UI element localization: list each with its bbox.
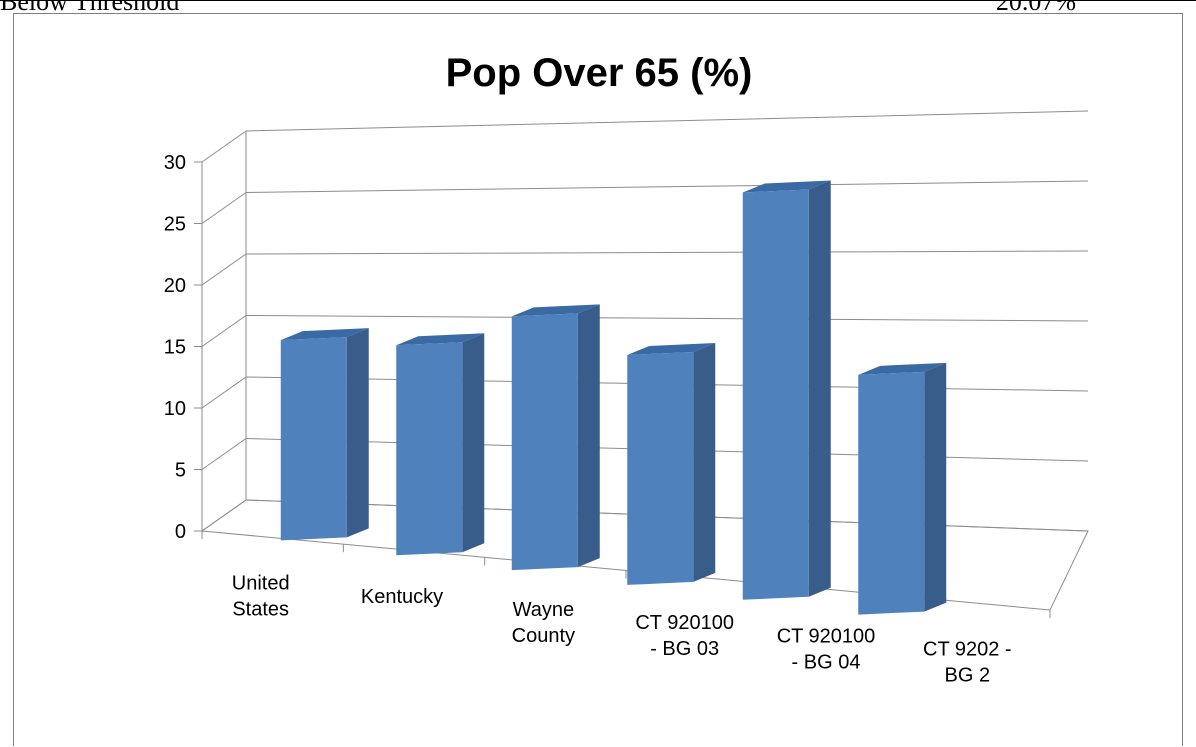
- side-gridline: [201, 376, 247, 409]
- side-gridline: [201, 438, 247, 470]
- x-category-label-line: - BG 03: [650, 638, 719, 660]
- y-tick-label: 10: [164, 398, 186, 420]
- bar-front-face: [858, 371, 925, 615]
- bar-side-face: [693, 342, 716, 582]
- y-tick-label: 25: [164, 214, 186, 236]
- bar-side-face: [346, 328, 369, 538]
- side-gridline: [201, 192, 247, 224]
- bar: [627, 342, 716, 585]
- x-category-label-line: - BG 04: [792, 651, 861, 673]
- bar-side-face: [808, 180, 831, 597]
- x-category-label-line: CT 920100: [777, 625, 876, 647]
- bar-front-face: [742, 189, 809, 600]
- x-category-label: United States: [232, 573, 290, 621]
- x-category-label-line: CT 920100: [635, 612, 734, 634]
- bar-front-face: [280, 337, 347, 541]
- x-category-label-line: BG 2: [945, 664, 991, 686]
- y-tick-label: 5: [175, 460, 186, 482]
- x-axis-categories: United States Kentucky Wayne County CT 920100…: [232, 573, 1012, 687]
- x-category-label-line: Wayne: [513, 599, 575, 621]
- x-category-label: Kentucky: [361, 586, 443, 608]
- x-category-label: CT 920100 - BG 04: [777, 625, 876, 673]
- side-gridline: [201, 315, 247, 347]
- side-gridline: [201, 499, 247, 532]
- x-category-label-line: CT 9202 -: [923, 638, 1012, 660]
- x-category-label-line: United: [232, 573, 290, 595]
- bar: [511, 304, 600, 571]
- bar-front-face: [396, 342, 463, 556]
- header-left-text: Below Threshold: [0, 0, 180, 16]
- bar-side-face: [577, 304, 600, 568]
- back-gridline: [245, 315, 1089, 322]
- chart-title: Pop Over 65 (%): [446, 51, 753, 95]
- bar: [396, 333, 485, 556]
- bar-front-face: [511, 313, 578, 571]
- y-tick-label: 15: [164, 337, 186, 359]
- side-gridline: [201, 130, 247, 163]
- chart-svg: Pop Over 65 (%) 0 5 10 15 20 25 30 United State…: [164, 51, 1089, 687]
- x-category-label: Wayne County: [512, 599, 575, 647]
- chart-area: Pop Over 65 (%) 0 5 10 15 20 25 30 United State…: [13, 13, 1183, 746]
- back-gridline: [245, 250, 1089, 255]
- x-category-label-line: Kentucky: [361, 586, 443, 608]
- header-right-text: 20.07%: [995, 0, 1076, 16]
- bar-front-face: [627, 351, 694, 585]
- y-tick-label: 20: [164, 275, 186, 297]
- y-tick-label: 30: [164, 152, 186, 174]
- side-gridline: [201, 253, 247, 286]
- bar-side-face: [924, 362, 947, 612]
- bar-side-face: [462, 333, 485, 553]
- y-tick-label: 0: [175, 521, 186, 543]
- x-category-label-line: County: [512, 625, 575, 647]
- x-category-label-line: States: [232, 599, 289, 621]
- x-category-label: CT 9202 - BG 2: [923, 638, 1012, 686]
- x-category-label: CT 920100 - BG 03: [635, 612, 734, 660]
- bar: [858, 362, 947, 615]
- y-axis-ticks: 0 5 10 15 20 25 30: [164, 152, 186, 543]
- back-gridline: [245, 180, 1089, 193]
- back-gridline: [245, 110, 1089, 132]
- bar: [742, 180, 831, 600]
- bars: [280, 180, 947, 615]
- bar: [280, 328, 369, 541]
